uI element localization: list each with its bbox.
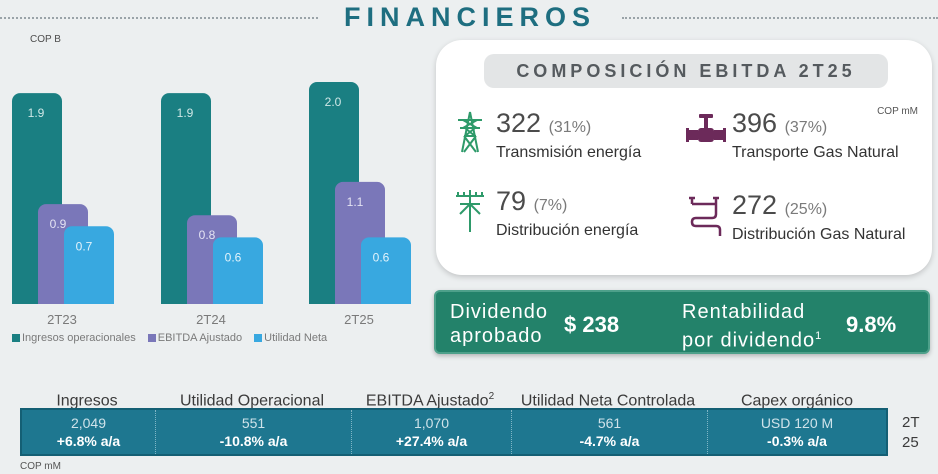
yield-label-line2: por dividendo [682, 329, 816, 352]
bar-2t25-series-2 [361, 237, 411, 312]
kpi-cell-utilidad-operacional: 551 -10.8% a/a [156, 410, 352, 454]
bar-value-label: 2.0 [325, 95, 342, 109]
kpi-value: 2,049 [70, 415, 107, 431]
kpi-cell-utilidad-neta: 561 -4.7% a/a [512, 410, 708, 454]
period-label-line2: 25 [902, 434, 919, 451]
page-header: FINANCIEROS [0, 0, 938, 40]
kpi-change: +6.8% a/a [56, 433, 121, 449]
legend-item-ingresos: Ingresos operacionales [12, 332, 136, 344]
segment-transporte-gas: 396 (37%) Transporte Gas Natural [686, 108, 899, 163]
kpi-change: -0.3% a/a [767, 433, 827, 449]
kpi-change: -10.8% a/a [219, 433, 288, 449]
transmission-tower-icon [458, 111, 482, 153]
ebitda-title: COMPOSICIÓN EBITDA 2T25 [484, 54, 888, 88]
dividend-yield-value: 9.8% [846, 312, 897, 337]
chart-unit: COP B [30, 34, 61, 45]
category-label: 2T25 [344, 312, 374, 327]
bar-value-label: 0.8 [199, 228, 216, 242]
bar-value-label: 1.1 [347, 195, 364, 209]
legend-swatch [12, 334, 20, 342]
legend-item-utilidad: Utilidad Neta [254, 332, 327, 344]
chart-legend: Ingresos operacionales EBITDA Ajustado U… [12, 332, 327, 344]
legend-item-ebitda: EBITDA Ajustado [147, 332, 243, 344]
kpi-table: 2,049 +6.8% a/a 551 -10.8% a/a 1,070 +27… [20, 408, 888, 456]
segment-pct: (37%) [784, 119, 828, 136]
segment-pct: (31%) [548, 119, 592, 136]
category-label: 2T23 [47, 312, 77, 327]
kpi-cell-ebitda: 1,070 +27.4% a/a [352, 410, 512, 454]
segment-value: 79 [496, 186, 527, 216]
kpi-header: Utilidad Neta Controlada [510, 391, 706, 410]
bar-2t23-series-2 [64, 226, 114, 312]
ebitda-unit: COP mM [877, 106, 918, 117]
period-label-line1: 2T [902, 414, 920, 431]
kpi-header: EBITDA Ajustado2 [350, 391, 510, 410]
kpi-value: 561 [597, 415, 622, 431]
page-title: FINANCIEROS [343, 2, 596, 32]
segment-distribucion-energia: 79 (7%) Distribución energía [450, 186, 638, 241]
legend-swatch [147, 334, 156, 342]
category-label: 2T24 [196, 312, 226, 327]
segment-label: Distribución energía [496, 222, 639, 239]
bar-value-label: 1.9 [28, 106, 45, 120]
kpi-cell-ingresos: 2,049 +6.8% a/a [22, 410, 156, 454]
segment-value: 396 [732, 108, 778, 138]
bar-baseline-mask [159, 304, 269, 316]
bar-value-label: 0.7 [76, 239, 93, 253]
segment-value: 322 [496, 108, 542, 138]
yield-label-line1: Rentabilidad [682, 301, 806, 323]
bar-baseline-mask [10, 304, 120, 316]
kpi-value: 551 [241, 415, 266, 431]
kpi-header-label: Utilidad Operacional [179, 392, 325, 410]
kpi-header-label: Capex orgánico [740, 392, 854, 410]
dividend-value: $ 238 [564, 312, 620, 337]
segment-pct: (7%) [533, 197, 568, 214]
kpi-header-label: EBITDA Ajustado [365, 392, 489, 410]
utility-pole-icon [456, 190, 484, 232]
kpi-header-row: Ingresos Utilidad Operacional EBITDA Aju… [20, 391, 888, 410]
segment-label: Transporte Gas Natural [732, 144, 899, 161]
kpi-change: +27.4% a/a [395, 433, 468, 449]
dividend-banner: Dividendo aprobado $ 238 Rentabilidad po… [434, 290, 930, 354]
footnote-marker: 2 [488, 391, 495, 402]
legend-label: Utilidad Neta [264, 332, 328, 344]
kpi-value: 1,070 [413, 415, 450, 431]
kpi-change: -4.7% a/a [579, 433, 640, 449]
dividend-label-line2: aprobado [450, 325, 543, 347]
kpi-header: Utilidad Operacional [154, 391, 350, 410]
kpi-unit: COP mM [20, 461, 61, 472]
segment-label: Distribución Gas Natural [732, 226, 906, 243]
segment-distribucion-gas: 272 (25%) Distribución Gas Natural [686, 190, 905, 245]
kpi-header: Ingresos [20, 391, 154, 410]
legend-label: Ingresos operacionales [22, 332, 136, 344]
kpi-header-label: Utilidad Neta Controlada [520, 392, 696, 410]
gas-pipeline-icon [689, 196, 722, 236]
segment-pct: (25%) [784, 201, 828, 218]
bar-chart: 1.9 0.9 0.7 2T23 1.9 0.8 0.6 2T24 2.0 1.1 0.6 2T25 [10, 82, 417, 327]
ebitda-composition-card: COMPOSICIÓN EBITDA 2T25 COP mM 322 (31%)… [436, 40, 932, 275]
segment-label: Transmisión energía [496, 144, 642, 161]
bar-value-label: 1.9 [177, 106, 194, 120]
bar-value-label: 0.6 [225, 250, 242, 264]
bar-baseline-mask [307, 304, 417, 316]
footnote-marker: 1 [815, 330, 823, 342]
dividend-label-line1: Dividendo [450, 301, 548, 323]
segment-transmision: 322 (31%) Transmisión energía [450, 108, 641, 163]
legend-swatch [254, 334, 263, 342]
bar-value-label: 0.6 [373, 250, 390, 264]
dividend-label: Dividendo aprobado [450, 300, 548, 348]
kpi-cell-capex: USD 120 M -0.3% a/a [708, 410, 886, 454]
kpi-header-label: Ingresos [56, 392, 118, 410]
title-divider-left [0, 17, 318, 19]
bar-value-label: 0.9 [50, 217, 67, 231]
kpi-header: Capex orgánico [706, 391, 888, 410]
dividend-yield-label: Rentabilidad por dividendo1 [682, 300, 822, 353]
title-divider-right [622, 17, 938, 19]
kpi-value: USD 120 M [760, 415, 834, 431]
segment-value: 272 [732, 190, 778, 220]
gas-valve-icon [686, 114, 726, 142]
bar-2t24-series-2 [213, 237, 263, 312]
legend-label: EBITDA Ajustado [157, 332, 243, 344]
